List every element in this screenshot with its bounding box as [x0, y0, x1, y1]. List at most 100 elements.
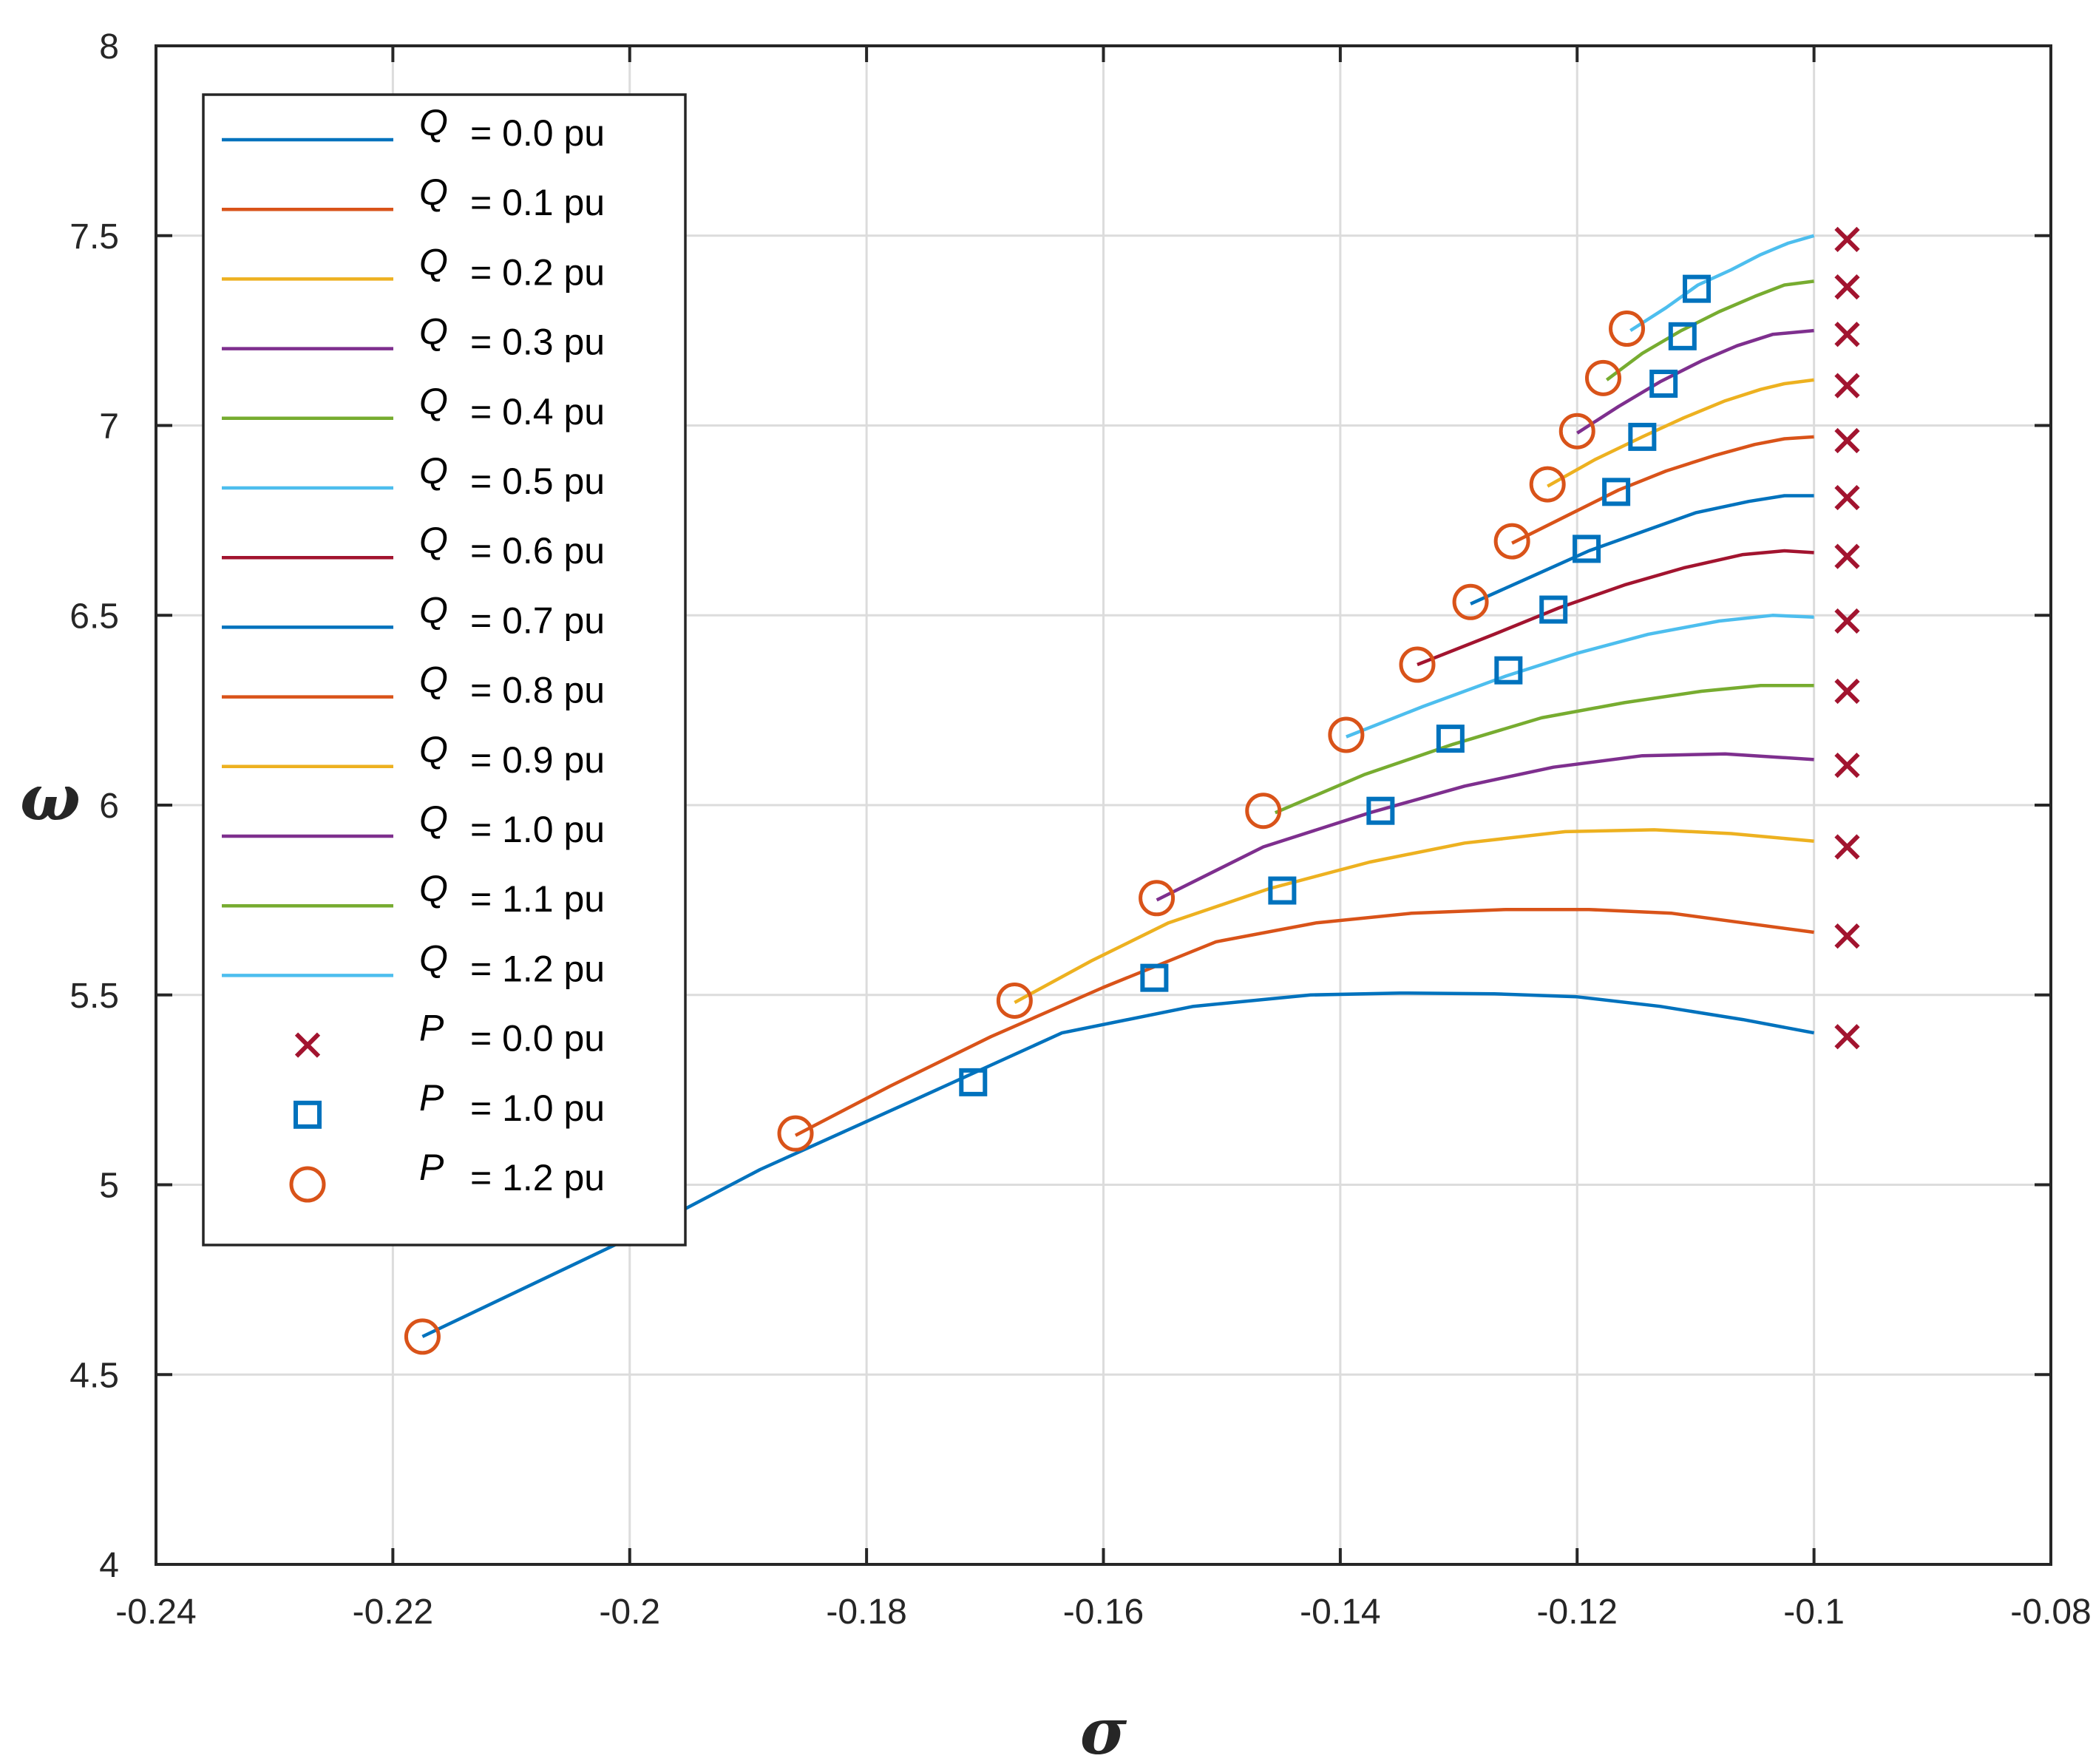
legend-entry-8: Q = 0.8 pu [222, 659, 605, 711]
series-line-12 [1629, 234, 1815, 332]
marker-x-2 [1834, 834, 1860, 860]
marker-circle-4 [1245, 793, 1282, 830]
marker-x-7 [1834, 484, 1860, 511]
legend-entry-10: Q = 1.0 pu [222, 798, 605, 850]
y-tick-label: 4 [99, 1546, 119, 1585]
marker-circle-7 [1452, 583, 1489, 620]
legend-variable: Q [419, 102, 448, 143]
marker-square-10 [1649, 370, 1678, 398]
marker-square-4 [1436, 725, 1465, 753]
marker-circle-9 [1529, 466, 1566, 503]
legend-entry-3: Q = 0.3 pu [222, 311, 605, 363]
axes [155, 44, 2052, 1566]
marker-circle-12 [1609, 311, 1646, 347]
legend-variable: Q [419, 798, 448, 840]
y-axis-label: ω [20, 761, 81, 835]
y-tick-label: 8 [99, 27, 119, 67]
legend-box [202, 93, 687, 1246]
legend-entry-14: P = 1.0 pu [294, 1077, 605, 1129]
legend-variable: P [419, 1008, 444, 1049]
series-line-11 [1605, 279, 1814, 381]
legend-variable: Q [419, 659, 448, 701]
marker-square-5 [1494, 656, 1523, 685]
marker-x-4 [1834, 678, 1860, 705]
series-line-7 [1470, 494, 1814, 605]
marker-circle-3 [1139, 880, 1176, 917]
legend-entry-1: Q = 0.1 pu [222, 172, 605, 223]
marker-x-5 [1834, 608, 1860, 634]
legend-variable: Q [419, 450, 448, 492]
legend-entry-6: Q = 0.6 pu [222, 520, 605, 571]
x-tick-label: -0.24 [115, 1592, 196, 1632]
y-tick-label: 5.5 [69, 977, 119, 1016]
marker-square-0 [959, 1068, 988, 1096]
legend-label: = 0.7 pu [470, 600, 605, 641]
marker-x-10 [1834, 322, 1860, 347]
legend-marker [294, 1032, 321, 1058]
x-tick-label: -0.18 [826, 1592, 906, 1632]
legend-variable: Q [419, 589, 448, 631]
legend-entry-11: Q = 1.1 pu [222, 868, 605, 920]
series-line-8 [1511, 435, 1814, 545]
series-line-1 [794, 907, 1814, 1137]
tick-labels: -0.24 -0.22 -0.2 -0.18 -0.16 -0.14 -0.12 -0.1 -0… [69, 27, 2091, 1632]
legend-variable: P [419, 1147, 444, 1188]
marker-circle-11 [1584, 359, 1621, 396]
legend-label: = 0.5 pu [470, 461, 605, 502]
legend-entry-9: Q = 0.9 pu [222, 729, 605, 781]
legend-marker [289, 1166, 326, 1203]
marker-square-2 [1268, 876, 1297, 905]
marker-x-11 [1834, 274, 1860, 300]
x-tick-label: -0.08 [2010, 1592, 2091, 1632]
marker-square-11 [1668, 322, 1697, 350]
marker-x-8 [1834, 427, 1860, 454]
legend-variable: Q [419, 311, 448, 353]
x-axis-label: σ [1080, 1695, 1127, 1764]
legend-label: = 0.8 pu [470, 670, 605, 711]
x-tick-label: -0.22 [353, 1592, 433, 1632]
y-tick-label: 6.5 [69, 597, 119, 636]
legend-label: = 0.0 pu [470, 1018, 605, 1059]
marker-square-12 [1683, 274, 1712, 303]
legend-marker [294, 1100, 322, 1129]
y-tick-label: 7.5 [69, 217, 119, 257]
y-tick-label: 4.5 [69, 1356, 119, 1395]
marker-x-9 [1834, 373, 1860, 398]
legend-label: = 1.0 pu [470, 809, 605, 850]
series-line-0 [421, 991, 1815, 1338]
legend-entry-0: Q = 0.0 pu [222, 102, 605, 154]
legend-entry-15: P = 1.2 pu [289, 1147, 605, 1203]
series-line-2 [1014, 828, 1814, 1004]
legend-variable: Q [419, 172, 448, 213]
legend-variable: Q [419, 520, 448, 561]
legend-entry-13: P = 0.0 pu [294, 1008, 605, 1059]
marker-circle-2 [996, 982, 1033, 1019]
y-tick-label: 7 [99, 407, 119, 447]
legend-variable: Q [419, 381, 448, 422]
legend-label: = 0.2 pu [470, 251, 605, 293]
marker-x-0 [1834, 1024, 1860, 1050]
x-tick-label: -0.2 [599, 1592, 660, 1632]
legend-variable: Q [419, 937, 448, 979]
marker-square-6 [1539, 595, 1568, 624]
marker-circle-0 [404, 1318, 441, 1355]
marker-circle-8 [1493, 523, 1530, 560]
marker-square-1 [1140, 963, 1169, 992]
marker-circle-10 [1558, 413, 1595, 450]
legend-label: = 1.2 pu [470, 1157, 605, 1198]
series-line-6 [1417, 549, 1814, 667]
marker-circle-5 [1328, 716, 1365, 753]
legend-entry-5: Q = 0.5 pu [222, 450, 605, 502]
legend-variable: Q [419, 868, 448, 909]
marker-x-12 [1834, 226, 1860, 253]
x-tick-label: -0.14 [1300, 1592, 1380, 1632]
marker-x-6 [1834, 543, 1860, 569]
legend: Q = 0.0 pu Q = 0.1 pu Q = 0.2 pu Q = 0.3 pu Q = 0… [202, 93, 687, 1246]
legend-label: = 0.3 pu [470, 322, 605, 363]
x-tick-label: -0.12 [1537, 1592, 1618, 1632]
marker-circle-6 [1399, 646, 1436, 683]
legend-label: = 0.4 pu [470, 391, 605, 432]
legend-label: = 1.0 pu [470, 1088, 605, 1129]
series-line-5 [1346, 614, 1814, 739]
